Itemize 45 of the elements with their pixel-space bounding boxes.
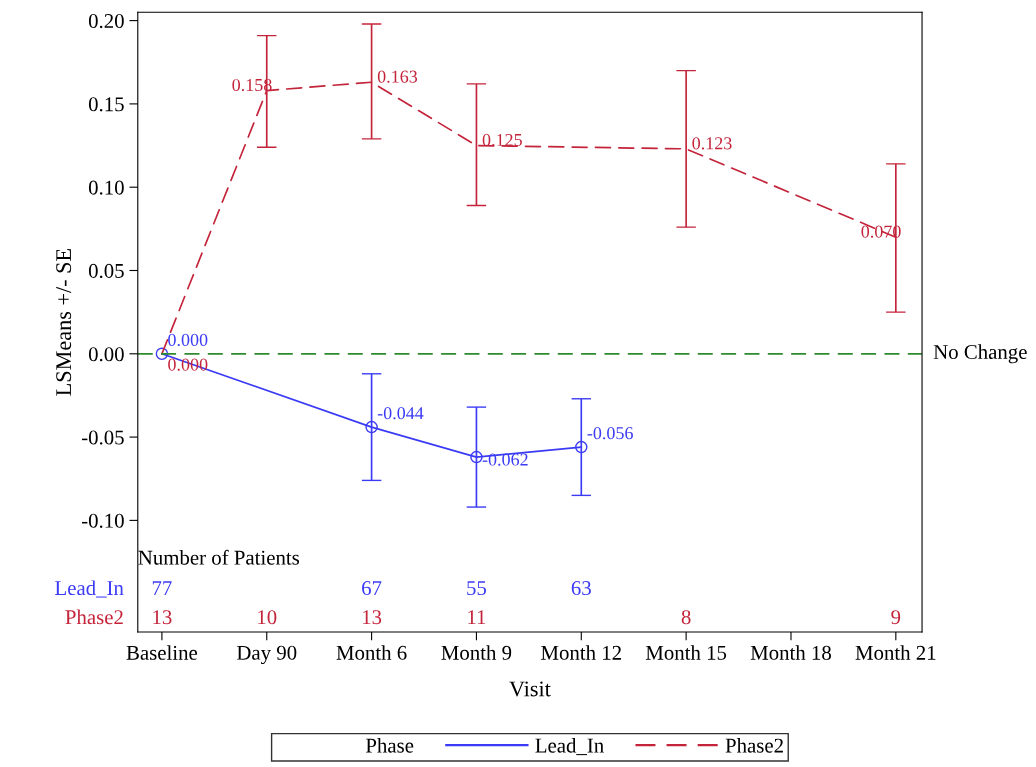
annotation: 10 [258, 610, 277, 625]
x-tick-label: Month 9 [441, 645, 512, 660]
y-tick-label: 0.05 [88, 263, 124, 279]
annotation: 8 [681, 610, 691, 625]
x-tick-label: Month 15 [645, 645, 727, 660]
annotation: 11 [468, 610, 486, 624]
legend-title: Phase [365, 737, 414, 753]
data-label: 0.123 [692, 137, 732, 150]
x-tick-label: Month 21 [855, 645, 936, 660]
data-label: -0.062 [482, 453, 528, 466]
annotation: 13 [363, 610, 382, 625]
y-tick-label: 0.20 [88, 13, 124, 29]
text: Lead_In [55, 580, 124, 598]
annotation: 63 [571, 581, 591, 596]
annotation: 9 [891, 610, 901, 625]
annotation: Number of Patients [138, 549, 300, 565]
x-tick-label: Month 18 [750, 645, 831, 660]
data-label: 0.125 [482, 133, 522, 147]
annotation: 77 [152, 581, 172, 595]
annotation: 13 [153, 610, 172, 625]
data-label: 0.000 [168, 333, 208, 347]
legend-label: Phase2 [725, 737, 783, 753]
x-tick-label: Month 12 [541, 645, 621, 660]
x-tick-label: Month 6 [336, 645, 407, 660]
point [365, 420, 378, 434]
y-axis-title: LSMeans +/- SE [56, 249, 72, 396]
annotation: 67 [362, 581, 382, 596]
y-tick-label: 0.10 [88, 180, 124, 195]
annotation: 55 [467, 581, 487, 596]
x-tick-label: Day 90 [236, 645, 297, 665]
y-tick-label: 0.15 [88, 97, 124, 112]
point [470, 450, 483, 464]
y-tick-label: -0.05 [81, 430, 124, 445]
ref-line-label: No Change [933, 344, 1027, 364]
legend-label: Lead_In [535, 737, 604, 756]
point [575, 440, 588, 454]
y-tick-label: -0.10 [81, 513, 124, 528]
data-label: -0.044 [377, 407, 424, 420]
data-label: -0.056 [587, 427, 633, 440]
x-axis-title: Visit [509, 681, 551, 697]
x-tick-label: Baseline [126, 645, 198, 660]
y-tick-label: 0.00 [88, 347, 124, 362]
point [155, 347, 169, 361]
data-label: 0.163 [377, 70, 418, 83]
text: Phase2 [65, 609, 123, 625]
